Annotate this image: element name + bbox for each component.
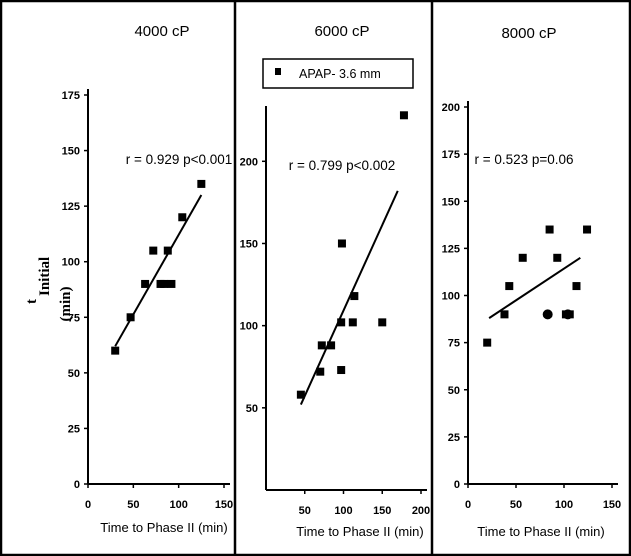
y-tick-label: 200: [442, 102, 460, 114]
y-axis-label-sub: Initial: [37, 257, 53, 296]
y-tick-label: 150: [442, 196, 460, 208]
y-axis-label-main: t: [24, 299, 40, 304]
y-tick-label: 175: [442, 149, 460, 161]
x-tick-label: 50: [127, 499, 139, 511]
trend-line: [488, 256, 581, 319]
panel-title: 8000 cP: [501, 25, 556, 42]
y-tick-label: 0: [454, 479, 460, 491]
y-tick-label: 0: [74, 479, 80, 491]
legend-box: [262, 58, 414, 89]
data-point: [583, 225, 592, 234]
trend-line: [299, 190, 399, 405]
data-point-circle: [562, 309, 573, 320]
y-tick-label: 100: [62, 257, 80, 269]
y-tick-label: 175: [62, 90, 80, 102]
plot-area: 0 25 50 75 100 125 150 175 200 0 50 100 150 Time to P…: [442, 101, 621, 539]
data-point: [149, 246, 158, 255]
x-tick-label: 100: [555, 499, 573, 511]
panel-4000: 4000 cP 0 25 50 75 100 125 150 175 0 50 100 150 Time…: [62, 23, 234, 535]
stat-annotation: r = 0.929 p<0.001: [126, 152, 233, 167]
panel-8000: 8000 cP 0 25 50 75 100 125 150 175 200 0 50 100 150 T…: [442, 25, 622, 539]
data-point: [350, 292, 359, 301]
x-axis-label: Time to Phase II (min): [296, 524, 423, 539]
data-point: [378, 318, 387, 327]
data-point: [317, 341, 326, 350]
y-tick-label: 75: [68, 312, 80, 324]
y-tick-label: 50: [68, 368, 80, 380]
data-point: [545, 225, 554, 234]
data-point: [178, 213, 187, 222]
x-tick-label: 150: [603, 499, 621, 511]
data-point: [553, 253, 562, 262]
legend-marker: [275, 68, 281, 75]
data-point: [348, 318, 357, 327]
x-tick-label: 50: [299, 505, 311, 517]
y-tick-label: 100: [442, 291, 460, 303]
y-tick-label: 100: [240, 321, 258, 333]
data-point: [327, 341, 336, 350]
data-point: [167, 279, 176, 288]
y-tick-label: 200: [240, 156, 258, 168]
y-axis-label-unit: (min): [58, 287, 74, 322]
x-axis-label: Time to Phase II (min): [100, 520, 227, 535]
data-point: [572, 282, 581, 291]
trend-line: [114, 194, 203, 347]
data-point: [316, 367, 325, 376]
x-tick-label: 100: [169, 499, 187, 511]
y-tick-label: 125: [62, 201, 80, 213]
y-tick-label: 125: [442, 243, 460, 255]
panel-6000: 6000 cP APAP- 3.6 mm 50 100 150 200 50 100 150…: [240, 23, 431, 539]
stat-annotation: r = 0.523 p=0.06: [474, 152, 573, 167]
data-point: [500, 310, 509, 319]
data-point-circle: [542, 309, 553, 320]
data-point: [160, 279, 169, 288]
y-tick-label: 50: [448, 385, 460, 397]
x-axis-label: Time to Phase II (min): [477, 524, 604, 539]
x-tick-label: 50: [510, 499, 522, 511]
y-tick-label: 25: [448, 432, 460, 444]
x-tick-label: 0: [465, 499, 471, 511]
data-point: [337, 366, 346, 375]
y-tick-label: 25: [68, 423, 80, 435]
panel-title: 6000 cP: [314, 23, 369, 40]
y-tick-label: 50: [246, 403, 258, 415]
x-tick-label: 150: [215, 499, 233, 511]
x-tick-label: 200: [412, 505, 430, 517]
data-point: [163, 246, 172, 255]
plot-area: 0 25 50 75 100 125 150 175 0 50 100 150 Time to Phas…: [62, 89, 233, 535]
data-point: [337, 239, 346, 248]
data-point: [505, 282, 514, 291]
data-point: [126, 313, 135, 322]
x-tick-label: 150: [373, 505, 391, 517]
stat-annotation: r = 0.799 p<0.002: [289, 158, 396, 173]
data-point: [111, 346, 120, 355]
plot-area: 50 100 150 200 50 100 150 200 Time to Phase II (…: [240, 106, 430, 539]
shared-y-axis-label: t Initial (min): [24, 257, 74, 322]
data-point: [518, 253, 527, 262]
data-point: [399, 111, 408, 120]
y-tick-label: 75: [448, 338, 460, 350]
x-tick-label: 0: [85, 499, 91, 511]
y-tick-label: 150: [240, 238, 258, 250]
data-point: [197, 179, 206, 188]
legend: APAP- 3.6 mm: [262, 58, 414, 89]
data-point: [337, 318, 346, 327]
panel-title: 4000 cP: [134, 23, 189, 40]
data-point: [483, 338, 492, 347]
data-point: [296, 390, 305, 399]
legend-label: APAP- 3.6 mm: [299, 67, 381, 81]
data-point: [141, 279, 150, 288]
x-tick-label: 100: [334, 505, 352, 517]
y-tick-label: 150: [62, 146, 80, 158]
